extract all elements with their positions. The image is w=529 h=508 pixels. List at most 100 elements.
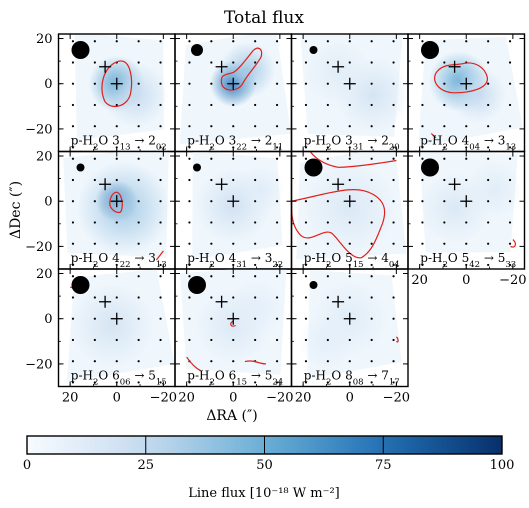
grid-dot [392, 296, 395, 299]
colorbar-tick-label: 75 [375, 458, 392, 473]
grid-dot [275, 157, 279, 160]
grid-dot [275, 200, 279, 203]
label-text: → [480, 134, 498, 148]
grid-dot [188, 61, 191, 64]
label-text: p-H [304, 251, 326, 265]
label-text: 3 [345, 134, 353, 148]
grid-dot [275, 125, 279, 128]
grid-dot [508, 103, 512, 107]
grid-dot [304, 61, 308, 64]
grid-dot [370, 82, 373, 85]
panel-6: p-H2O 431 → 322 [174, 150, 293, 270]
grid-dot [370, 338, 373, 342]
grid-dot [137, 82, 140, 85]
panel-map-area [63, 151, 171, 267]
label-text: 4 [229, 251, 237, 265]
label-text: 4 [112, 251, 120, 265]
label-text: O [331, 369, 345, 383]
grid-dot [487, 263, 490, 267]
grid-dot [71, 103, 75, 107]
grid-dot [304, 200, 308, 203]
grid-dot [392, 146, 395, 149]
label-subscript: 31 [353, 143, 364, 153]
grid-dot [137, 338, 140, 342]
x-tick-label: −20 [383, 391, 410, 406]
grid-dot [159, 275, 162, 278]
grid-dot [443, 40, 446, 43]
grid-dot [443, 242, 446, 245]
x-tick-label: 20 [411, 273, 428, 288]
flux-contour [220, 47, 263, 91]
flux-contour [434, 62, 488, 94]
grid-dot [326, 338, 329, 342]
label-subscript: 22 [236, 143, 247, 153]
flux-contour [186, 356, 201, 372]
grid-dot [326, 360, 329, 363]
grid-dot [137, 242, 140, 245]
label-subscript: 13 [505, 143, 516, 153]
label-text: 6 [112, 369, 120, 383]
grid-dot [71, 381, 75, 384]
grid-dot [326, 103, 329, 107]
grid-dot [348, 360, 351, 363]
label-text: 3 [498, 134, 506, 148]
grid-dot [254, 275, 257, 278]
grid-dot [392, 317, 395, 320]
grid-dot [93, 275, 96, 278]
label-text: → [131, 251, 149, 265]
grid-dot [348, 221, 351, 224]
grid-dot [304, 146, 308, 149]
grid-dot [487, 157, 490, 160]
grid-dot [304, 221, 308, 224]
grid-dot [71, 40, 75, 43]
label-text: O [215, 251, 229, 265]
flux-blob [466, 161, 523, 218]
grid-dot [370, 157, 373, 160]
grid-dot [115, 221, 118, 224]
beam-marker [71, 276, 90, 294]
grid-dot [210, 263, 213, 267]
beam-marker [188, 276, 206, 294]
grid-dot [275, 317, 279, 320]
grid-dot [188, 40, 191, 43]
beam-marker [76, 163, 85, 172]
grid-dot [421, 200, 424, 203]
grid-dot [137, 178, 140, 182]
label-subscript: 13 [156, 260, 167, 270]
label-subscript: 04 [389, 260, 400, 270]
grid-dot [232, 338, 235, 342]
grid-dot [188, 242, 191, 245]
transition-label: p-H2O 606 → 515 [71, 369, 167, 388]
flux-blob [70, 283, 155, 368]
label-subscript: 02 [156, 143, 167, 153]
grid-dot [254, 381, 257, 384]
label-text: O [215, 369, 229, 383]
transition-label: p-H2O 515 → 404 [304, 251, 400, 270]
label-subscript: 2 [210, 143, 215, 153]
grid-dot [254, 103, 257, 107]
grid-dot [71, 360, 75, 363]
label-text: O [98, 251, 112, 265]
label-subscript: 24 [272, 378, 283, 388]
grid-dot [93, 360, 96, 363]
label-subscript: 20 [389, 143, 400, 153]
grid-dot [159, 317, 162, 320]
panel-11: 20 0 −20 p-H2O 808 → 717 [290, 268, 410, 406]
x-tick-label: −20 [266, 391, 293, 406]
grid-dot [115, 103, 118, 107]
x-tick-label: 0 [462, 273, 470, 288]
grid-dot [210, 61, 213, 64]
flux-contour [109, 191, 123, 214]
grid-dot [254, 125, 257, 128]
grid-dot [254, 61, 257, 64]
beam-marker [421, 158, 439, 177]
grid-dot [210, 242, 213, 245]
grid-dot [232, 125, 235, 128]
grid-dot [210, 338, 213, 342]
transition-label: p-H2O 542 → 533 [420, 251, 516, 270]
label-text: O [215, 134, 229, 148]
grid-dot [348, 61, 351, 64]
label-text: O [448, 134, 462, 148]
grid-dot [465, 157, 468, 160]
colorbar: 0 25 50 75 100 [23, 435, 514, 473]
